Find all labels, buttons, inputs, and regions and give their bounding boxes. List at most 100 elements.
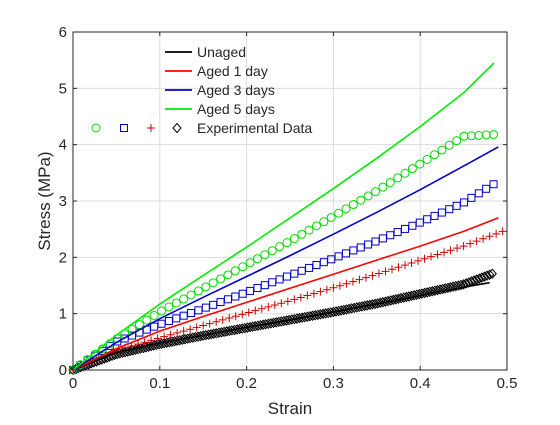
experimental-point (489, 130, 499, 140)
experimental-point (375, 297, 385, 309)
experimental-point (453, 244, 462, 253)
experimental-point (443, 282, 453, 294)
experimental-point (244, 308, 253, 317)
experimental-point (451, 280, 461, 292)
experimental-point (404, 291, 414, 302)
experimental-point (270, 301, 279, 310)
experimental-point (283, 297, 292, 306)
experimental-point (339, 304, 349, 316)
experimental-point (279, 315, 289, 327)
legend-marker-circle (91, 123, 101, 133)
x-tick-label: 0.2 (236, 375, 257, 392)
experimental-point (140, 338, 149, 347)
experimental-point (435, 284, 445, 295)
experimental-point (186, 290, 196, 300)
experimental-point (252, 254, 262, 264)
experimental-point (482, 184, 491, 193)
y-tick-label: 5 (59, 80, 67, 97)
experimental-point (460, 198, 469, 207)
experimental-point (223, 270, 233, 280)
experimental-point (107, 350, 117, 362)
experimental-point (309, 289, 318, 298)
experimental-point (319, 217, 329, 227)
experimental-point (216, 274, 226, 284)
experimental-point (446, 246, 455, 255)
experimental-point (472, 237, 481, 246)
y-tick-label: 4 (59, 137, 67, 154)
experimental-point (466, 131, 476, 141)
experimental-point (300, 311, 310, 323)
experimental-point (134, 320, 144, 330)
experimental-point (471, 274, 482, 285)
experimental-point (412, 289, 422, 300)
experimental-point (348, 200, 358, 210)
experimental-point (409, 290, 419, 301)
experimental-point (467, 193, 476, 202)
experimental-point (484, 269, 495, 280)
experimental-point (171, 298, 181, 308)
experimental-point (212, 317, 221, 326)
experimental-point (474, 189, 483, 198)
experimental-point (186, 325, 195, 334)
experimental-point (238, 262, 248, 272)
experimental-point (422, 154, 432, 164)
experimental-point (205, 319, 214, 328)
experimental-point (482, 270, 492, 281)
experimental-point (334, 208, 344, 218)
experimental-point (354, 301, 365, 313)
experimental-point (359, 300, 370, 312)
experimental-point (316, 287, 325, 296)
experimental-point (414, 288, 425, 300)
experimental-point (380, 296, 391, 307)
experimental-point (277, 299, 286, 308)
experimental-point (266, 318, 276, 329)
experimental-point (164, 302, 174, 312)
experimental-point (153, 334, 162, 343)
experimental-point (341, 304, 352, 315)
experimental-point (406, 290, 417, 302)
experimental-point (315, 309, 326, 320)
experimental-point (297, 229, 307, 239)
legend-entry-label: Unaged (197, 44, 246, 60)
experimental-point (461, 278, 471, 289)
experimental-point (294, 312, 305, 324)
experimental-point (173, 328, 182, 337)
experimental-point (352, 302, 362, 313)
experimental-point (322, 285, 331, 294)
experimental-point (192, 323, 201, 332)
experimental-point (357, 301, 367, 312)
experimental-point (289, 313, 300, 325)
experimental-point (485, 232, 494, 241)
y-tick-label: 1 (59, 306, 67, 323)
experimental-point (355, 275, 364, 284)
experimental-point (385, 177, 395, 187)
data-layer (68, 62, 507, 376)
experimental-point (492, 229, 501, 238)
experimental-point (201, 282, 211, 292)
experimental-point (268, 317, 279, 329)
experimental-point (326, 212, 336, 222)
series-line-aged-3-days (72, 146, 499, 371)
experimental-point (422, 287, 432, 298)
y-axis-label: Stress (MPa) (35, 151, 54, 250)
experimental-point (102, 352, 112, 363)
legend-entry-label: Aged 3 days (197, 82, 275, 98)
experimental-point (342, 279, 351, 288)
experimental-point (179, 327, 188, 336)
experimental-point (179, 294, 189, 304)
experimental-point (489, 180, 498, 189)
x-tick-label: 0.5 (497, 375, 518, 392)
experimental-point (267, 246, 277, 256)
legend-entry-label: Aged 1 day (197, 63, 268, 79)
experimental-point (251, 306, 260, 315)
experimental-point (336, 305, 346, 316)
experimental-point (477, 272, 487, 283)
experimental-point (407, 258, 416, 267)
experimental-point (474, 130, 484, 140)
experimental-series-square (69, 180, 498, 374)
experimental-point (381, 267, 390, 276)
experimental-point (199, 321, 208, 330)
experimental-point (459, 242, 468, 251)
experimental-point (147, 336, 156, 345)
